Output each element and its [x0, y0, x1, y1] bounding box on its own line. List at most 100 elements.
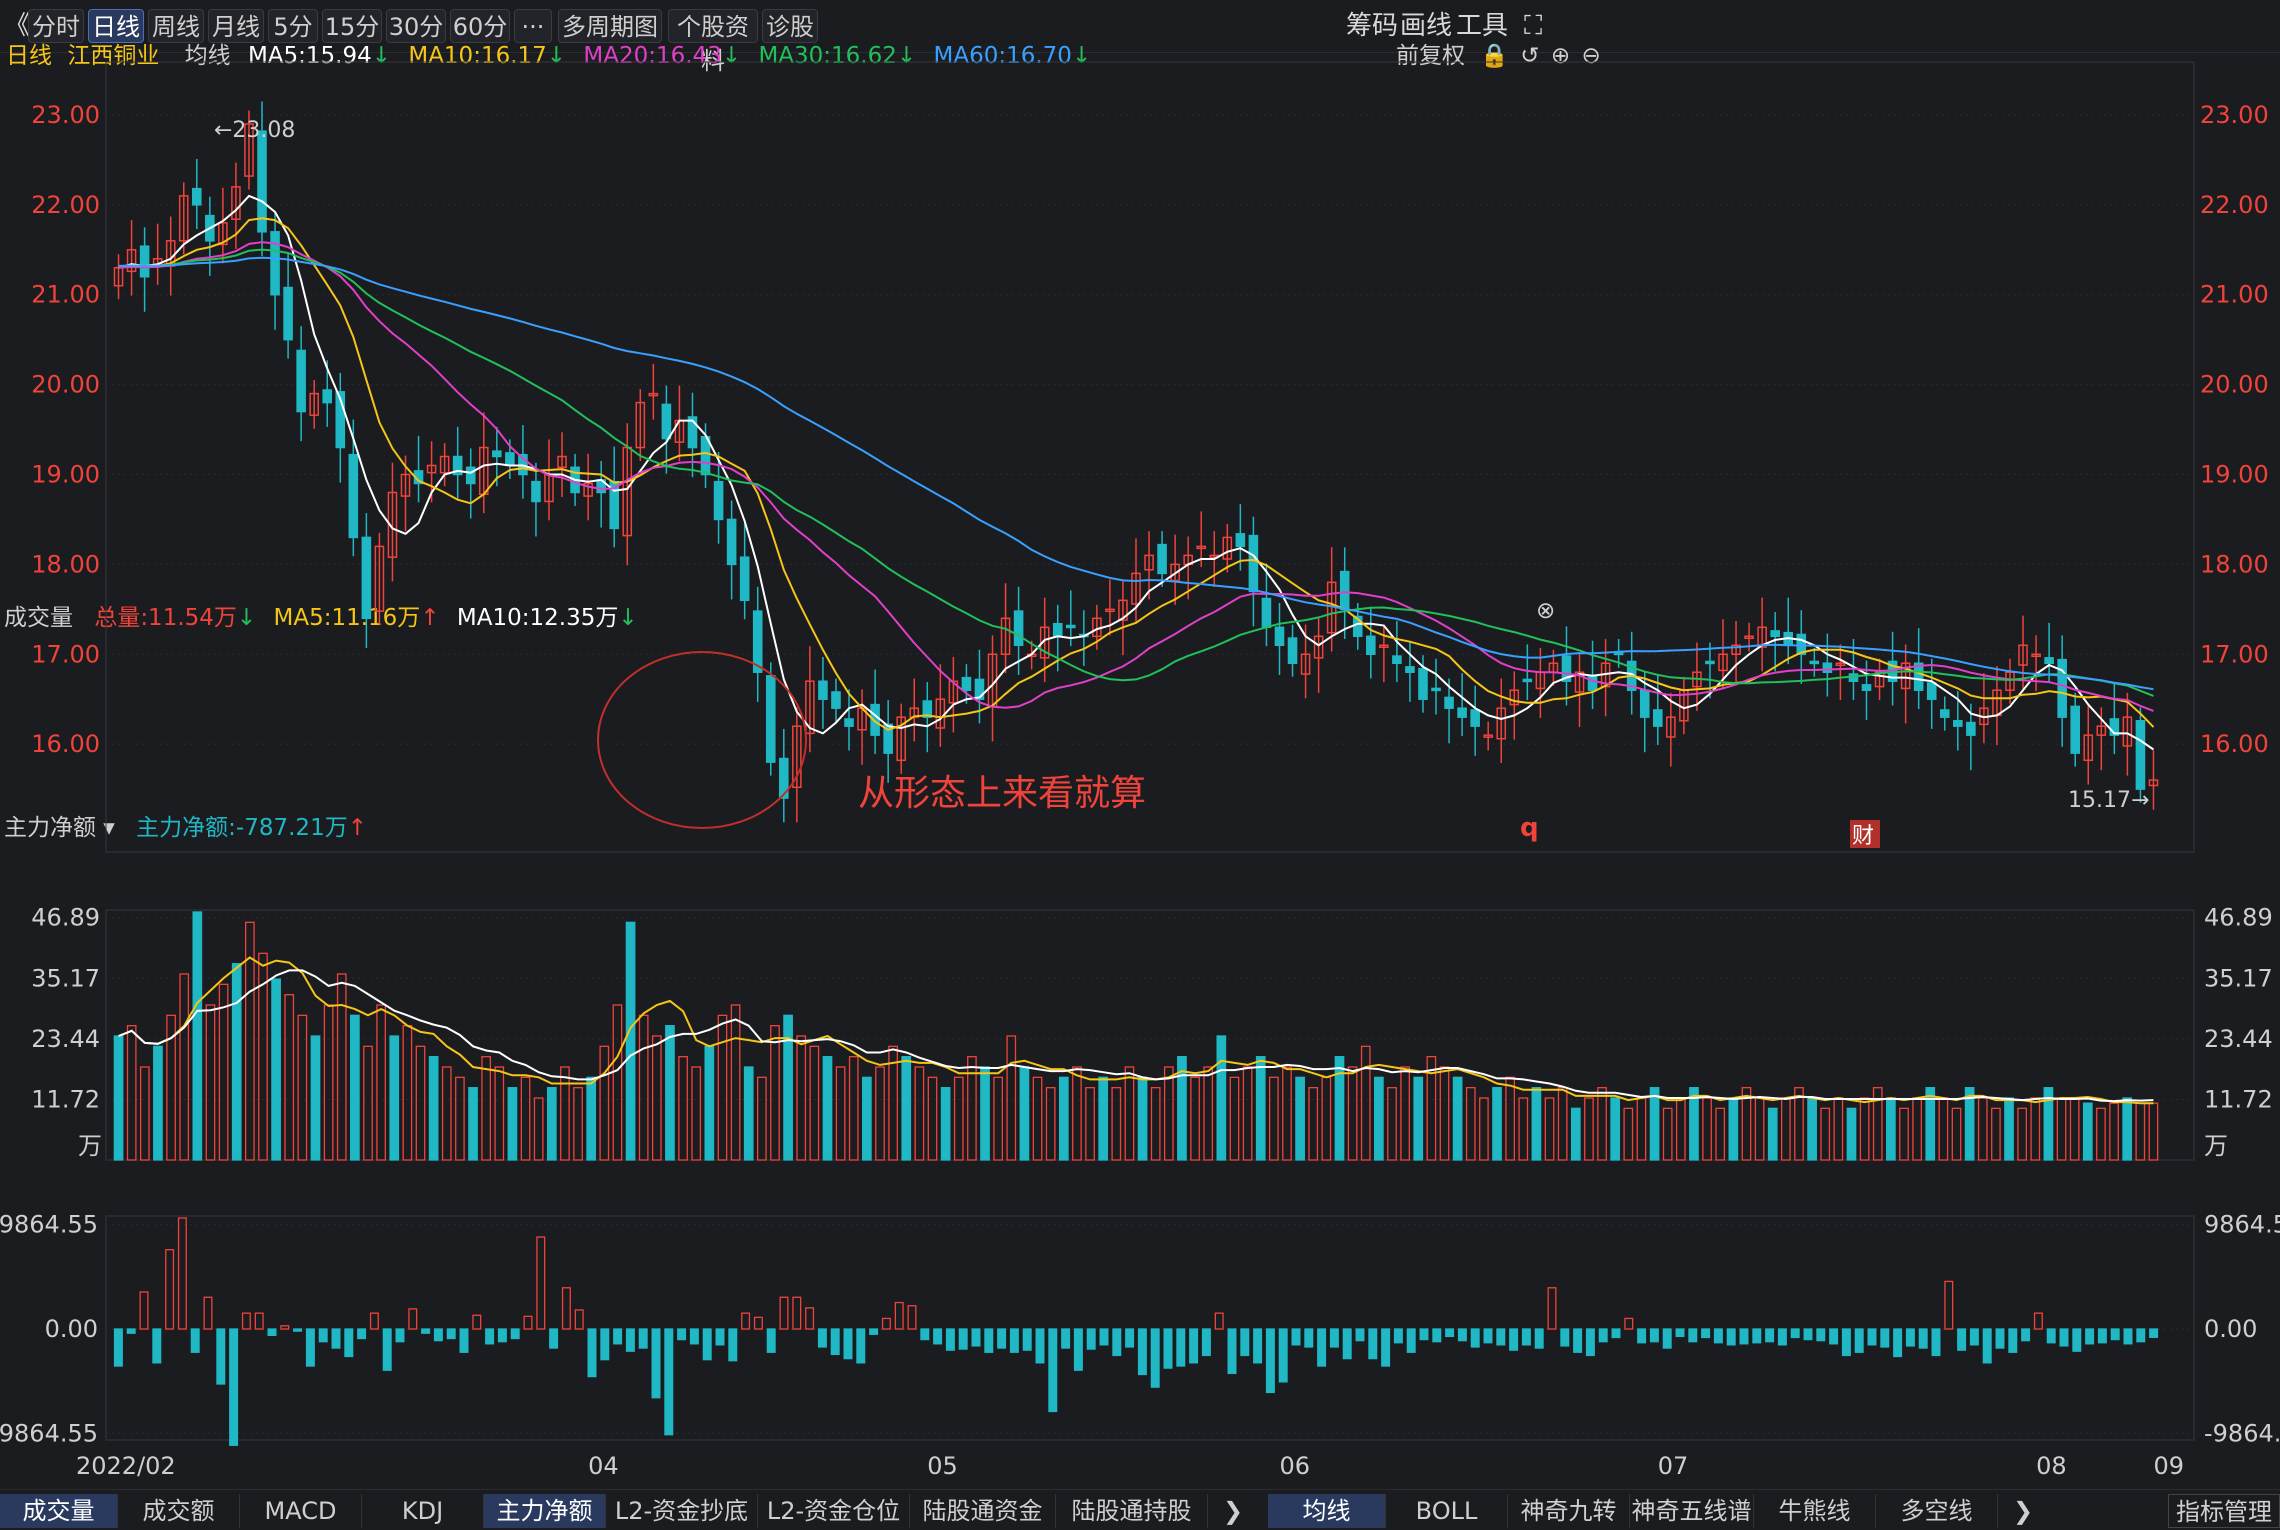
- volume-ma5-line: [118, 956, 2154, 1105]
- adjust-label[interactable]: 前复权: [1396, 43, 1465, 69]
- candle-body: [1405, 666, 1415, 673]
- tab-turnover[interactable]: 成交额: [118, 1494, 240, 1528]
- marker-cai[interactable]: 财: [1852, 824, 1874, 849]
- flow-bar: [152, 1328, 162, 1364]
- candle-body: [687, 416, 698, 449]
- more-button[interactable]: ···: [514, 9, 552, 43]
- flow-bar: [2136, 1328, 2146, 1343]
- tab-long-short[interactable]: 多空线: [1876, 1494, 1998, 1528]
- volume-bar: [1452, 1076, 1463, 1161]
- period-tab-fenshi[interactable]: 分时: [28, 9, 84, 43]
- volume-bar: [258, 952, 268, 1161]
- tab-l2-bottom[interactable]: L2-资金抄底: [606, 1494, 758, 1528]
- tab-magic-five[interactable]: 神奇五线谱: [1630, 1494, 1754, 1528]
- volume-bar: [1190, 1076, 1200, 1161]
- candle-body: [2122, 716, 2133, 747]
- tabs-right-next-icon[interactable]: ❯: [2012, 1497, 2034, 1525]
- period-tab-60min[interactable]: 60分: [450, 9, 510, 43]
- flow-bar: [1227, 1328, 1237, 1375]
- flow-bar: [485, 1328, 495, 1345]
- tab-volume[interactable]: 成交量: [0, 1494, 118, 1528]
- ma-lines: [118, 194, 2155, 751]
- volume-bar: [415, 1045, 426, 1161]
- tabs-left-next-icon[interactable]: ❯: [1222, 1497, 1244, 1525]
- volume-bar: [612, 1004, 623, 1161]
- period-tab-15min[interactable]: 15分: [322, 9, 382, 43]
- marker-cai-box[interactable]: [1850, 820, 1880, 848]
- flow-bar: [1073, 1328, 1083, 1371]
- volume-bar: [1794, 1087, 1804, 1161]
- period-tab-daily[interactable]: 日线: [88, 9, 144, 43]
- diagnose-button[interactable]: 诊股: [762, 9, 818, 43]
- close-volume-icon[interactable]: ⊗: [1536, 598, 1556, 624]
- chart-canvas[interactable]: 23.00 23.00 22.00 22.00 21.00 21.00 20.00 20.00…: [0, 0, 2280, 1489]
- chips-button[interactable]: 筹码: [1346, 11, 1399, 41]
- panel-frame: [105, 1215, 2195, 1441]
- back-button[interactable]: 《: [4, 11, 31, 41]
- volume-ma10-line: [118, 969, 2154, 1103]
- stock-name[interactable]: 江西铜业: [67, 43, 160, 69]
- tab-bull-bear[interactable]: 牛熊线: [1754, 1494, 1876, 1528]
- volume-bar: [1163, 1066, 1174, 1161]
- flow-bar: [856, 1328, 866, 1364]
- marker-q[interactable]: q: [1520, 813, 1539, 843]
- multi-period-dropdown[interactable]: 多周期图: [558, 9, 662, 43]
- candle-body: [1522, 678, 1533, 683]
- flow-bar: [433, 1328, 443, 1342]
- date-tick: 2022/02: [76, 1452, 176, 1480]
- volume-ma5: MA5:11.16万↑: [273, 605, 440, 631]
- tab-hk-connect-hold[interactable]: 陆股通持股: [1056, 1494, 1208, 1528]
- tab-kdj[interactable]: KDJ: [362, 1494, 484, 1528]
- flow-bar: [459, 1328, 469, 1353]
- stock-info-button[interactable]: 个股资料: [668, 9, 758, 75]
- period-tab-5min[interactable]: 5分: [268, 9, 318, 43]
- flow-bar: [971, 1328, 981, 1347]
- price-tick-left: 20.00: [31, 371, 100, 399]
- flow-bar: [625, 1328, 635, 1352]
- candle-body: [126, 249, 137, 273]
- candle-body: [1939, 709, 1950, 718]
- price-tick-left: 23.00: [31, 101, 100, 129]
- volume-bar: [1872, 1087, 1883, 1161]
- lock-icon[interactable]: 🔒: [1480, 43, 1509, 69]
- fullscreen-icon[interactable]: ⛶: [1524, 11, 1543, 41]
- flow-bar: [318, 1328, 328, 1343]
- flow-bar: [1867, 1328, 1877, 1346]
- tab-main-flow[interactable]: 主力净额: [484, 1494, 606, 1528]
- flow-bar: [1278, 1328, 1288, 1383]
- flow-bar: [1701, 1328, 1711, 1339]
- volume-bar: [1675, 1097, 1686, 1161]
- volume-bar: [1085, 1087, 1095, 1161]
- price-tick-right: 21.00: [2200, 281, 2269, 309]
- volume-tick-left: 11.72: [31, 1085, 100, 1113]
- candle-body: [1379, 644, 1389, 649]
- draw-button[interactable]: 画线: [1400, 11, 1453, 41]
- flow-bar: [139, 1291, 149, 1330]
- indicator-manage-button[interactable]: 指标管理: [2168, 1494, 2280, 1528]
- tab-macd[interactable]: MACD: [240, 1494, 362, 1528]
- period-tab-30min[interactable]: 30分: [386, 9, 446, 43]
- candle-body: [1913, 662, 1924, 691]
- flow-tick-right: 9864.55: [2204, 1211, 2280, 1239]
- period-tab-monthly[interactable]: 月线: [208, 9, 264, 43]
- tab-magic-nine[interactable]: 神奇九转: [1508, 1494, 1630, 1528]
- candle-body: [831, 691, 841, 709]
- tools-button[interactable]: 工具: [1456, 11, 1509, 41]
- flow-bar: [1432, 1328, 1442, 1343]
- volume-bar: [179, 973, 190, 1161]
- flow-title-dropdown[interactable]: 主力净额 ▾: [4, 815, 115, 841]
- candle-body: [1261, 597, 1272, 629]
- candle-body: [1157, 543, 1167, 575]
- flow-bar: [920, 1328, 930, 1341]
- candle-body: [844, 718, 854, 727]
- flow-bar: [216, 1328, 226, 1385]
- tab-boll[interactable]: BOLL: [1386, 1494, 1508, 1528]
- tab-hk-connect-fund[interactable]: 陆股通资金: [910, 1494, 1056, 1528]
- flow-bar: [280, 1325, 290, 1330]
- price-tick-left: 16.00: [31, 730, 100, 758]
- volume-unit-left: 万: [78, 1132, 102, 1160]
- tab-l2-position[interactable]: L2-资金仓位: [758, 1494, 910, 1528]
- flow-bar: [1457, 1328, 1467, 1342]
- tab-ma[interactable]: 均线: [1268, 1494, 1386, 1528]
- period-tab-weekly[interactable]: 周线: [148, 9, 204, 43]
